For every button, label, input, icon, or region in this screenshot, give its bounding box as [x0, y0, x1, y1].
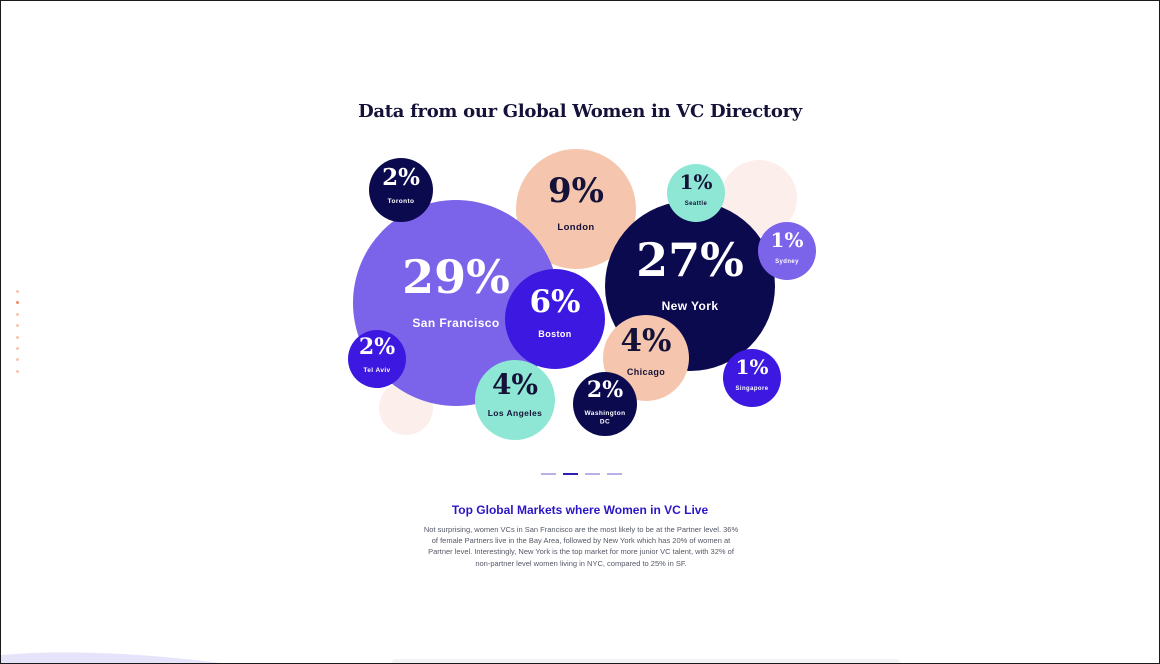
side-nav-dots[interactable] — [16, 290, 20, 381]
chart-heading: Data from our Global Women in VC Directo… — [358, 101, 802, 122]
pager-bar-3[interactable] — [585, 473, 600, 475]
bubble-city-los-angeles: Los Angeles — [488, 408, 543, 418]
bubble-value-sydney: 1% — [771, 228, 804, 252]
pager-bar-2[interactable] — [563, 473, 578, 475]
bubble-city-new-york: New York — [662, 299, 719, 313]
bubble-value-tel-aviv: 2% — [359, 334, 395, 360]
bubble-value-toronto: 2% — [382, 164, 420, 191]
bubble-seattle: 1% Seattle — [667, 164, 725, 222]
decorative-card-edge — [391, 659, 901, 663]
bubble-value-washington-dc: 2% — [587, 377, 623, 403]
bubble-sydney: 1% Sydney — [758, 222, 816, 280]
bubble-circle-tel-aviv — [348, 330, 406, 388]
bubble-boston: 6% Boston — [505, 269, 605, 369]
bubble-value-san-francisco: 29% — [402, 250, 510, 304]
bubble-value-new-york: 27% — [636, 233, 744, 287]
side-nav-dot-3[interactable] — [16, 312, 19, 316]
bubble-circle-toronto — [369, 158, 433, 222]
bubble-city-toronto: Toronto — [388, 198, 415, 205]
bubble-toronto: 2% Toronto — [369, 158, 433, 222]
bubble-value-los-angeles: 4% — [492, 368, 538, 401]
section-title: Top Global Markets where Women in VC Liv… — [451, 503, 709, 517]
pager-bar-4[interactable] — [607, 473, 622, 475]
side-nav-dot-2[interactable] — [16, 301, 19, 305]
bubble-circle-los-angeles — [475, 360, 555, 440]
side-nav-dot-1[interactable] — [16, 290, 19, 293]
bubble-value-boston: 6% — [529, 284, 580, 320]
side-nav-dot-8[interactable] — [16, 369, 19, 373]
side-nav-dot-6[interactable] — [16, 346, 19, 350]
bubble-city-seattle: Seattle — [685, 201, 708, 207]
bubble-city-tel-aviv: Tel Aviv — [363, 367, 390, 374]
section-body: Not surprising, women VCs in San Francis… — [423, 525, 739, 568]
bubble-circle-washington-dc — [573, 372, 637, 436]
bubble-city-singapore: Singapore — [736, 386, 769, 392]
carousel-pager[interactable] — [541, 473, 622, 475]
bubble-city-washington-dc: Washington DC — [585, 410, 626, 426]
bubble-circle-boston — [505, 269, 605, 369]
side-nav-dot-5[interactable] — [16, 335, 19, 339]
side-nav-dot-4[interactable] — [16, 324, 19, 328]
bubble-washington-dc: 2% Washington DC — [573, 372, 637, 436]
decorative-wave — [1, 652, 221, 663]
bubble-circle-seattle — [667, 164, 725, 222]
bubble-value-chicago: 4% — [620, 323, 671, 359]
bubble-los-angeles: 4% Los Angeles — [475, 360, 555, 440]
bubble-city-boston: Boston — [538, 329, 571, 339]
bubble-city-london: London — [557, 222, 594, 233]
bubble-circle-singapore — [723, 349, 781, 407]
pager-bar-1[interactable] — [541, 473, 556, 475]
bubble-city-san-francisco: San Francisco — [412, 316, 499, 330]
bubble-city-sydney: Sydney — [775, 259, 799, 265]
bubble-london: 9% London — [516, 149, 636, 269]
bubble-singapore: 1% Singapore — [723, 349, 781, 407]
bubble-value-london: 9% — [548, 171, 604, 211]
bubble-value-singapore: 1% — [736, 355, 769, 379]
bubble-tel-aviv: 2% Tel Aviv — [348, 330, 406, 388]
bubble-value-seattle: 1% — [680, 170, 713, 194]
bubble-circle-london — [516, 149, 636, 269]
bubble-circle-sydney — [758, 222, 816, 280]
side-nav-dot-7[interactable] — [16, 358, 19, 362]
decorative-circle — [721, 160, 797, 236]
bubble-city-chicago: Chicago — [627, 367, 665, 377]
